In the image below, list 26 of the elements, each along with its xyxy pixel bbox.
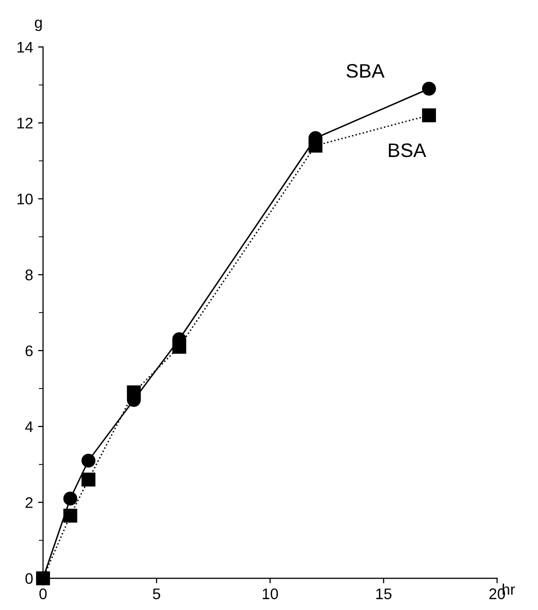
point [63,492,78,506]
y-tick-label: 12 [17,118,33,128]
y-tick-label: 0 [25,573,33,584]
point [126,385,141,400]
y-tick-label: 4 [25,422,33,432]
point [82,472,96,487]
x-tick-label: 5 [152,588,160,600]
y-tick-label: 8 [25,270,33,280]
x-axis-title: hr [502,584,515,595]
point [63,508,78,523]
point [36,571,50,586]
y-tick-label: 14 [17,42,33,53]
y-tick-label: 2 [26,497,33,508]
series-label: SBA [346,64,385,78]
y-tick-label: 6 [26,345,33,356]
point [422,82,436,96]
point [172,340,186,354]
point [308,138,322,153]
x-tick-label: 10 [262,588,278,600]
point [82,454,96,468]
series-label: BSA [388,143,426,158]
y-tick-label: 10 [17,194,33,204]
point [422,108,436,122]
y-axis-title: g [34,20,42,32]
x-tick-label: 15 [376,588,392,600]
x-tick-label: 0 [39,588,47,600]
